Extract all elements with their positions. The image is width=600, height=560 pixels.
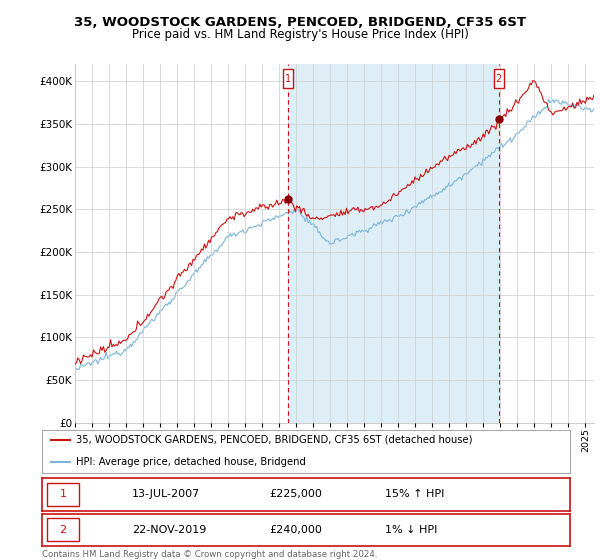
Text: £225,000: £225,000 (269, 489, 322, 500)
Text: Price paid vs. HM Land Registry's House Price Index (HPI): Price paid vs. HM Land Registry's House … (131, 28, 469, 41)
FancyBboxPatch shape (283, 69, 293, 88)
Text: 35, WOODSTOCK GARDENS, PENCOED, BRIDGEND, CF35 6ST (detached house): 35, WOODSTOCK GARDENS, PENCOED, BRIDGEND… (76, 435, 473, 445)
Text: 1: 1 (59, 489, 67, 500)
Text: 35, WOODSTOCK GARDENS, PENCOED, BRIDGEND, CF35 6ST: 35, WOODSTOCK GARDENS, PENCOED, BRIDGEND… (74, 16, 526, 29)
Text: 13-JUL-2007: 13-JUL-2007 (132, 489, 200, 500)
Text: 2: 2 (59, 525, 67, 535)
FancyBboxPatch shape (494, 69, 504, 88)
Text: Contains HM Land Registry data © Crown copyright and database right 2024.
This d: Contains HM Land Registry data © Crown c… (42, 550, 377, 560)
Text: 1: 1 (285, 74, 291, 84)
Bar (288, 64, 499, 423)
FancyBboxPatch shape (47, 483, 79, 506)
Text: 22-NOV-2019: 22-NOV-2019 (132, 525, 206, 535)
Text: £240,000: £240,000 (269, 525, 322, 535)
Text: 1% ↓ HPI: 1% ↓ HPI (385, 525, 437, 535)
Text: 15% ↑ HPI: 15% ↑ HPI (385, 489, 445, 500)
Text: HPI: Average price, detached house, Bridgend: HPI: Average price, detached house, Brid… (76, 458, 306, 468)
Text: 2: 2 (496, 74, 502, 84)
FancyBboxPatch shape (47, 519, 79, 541)
